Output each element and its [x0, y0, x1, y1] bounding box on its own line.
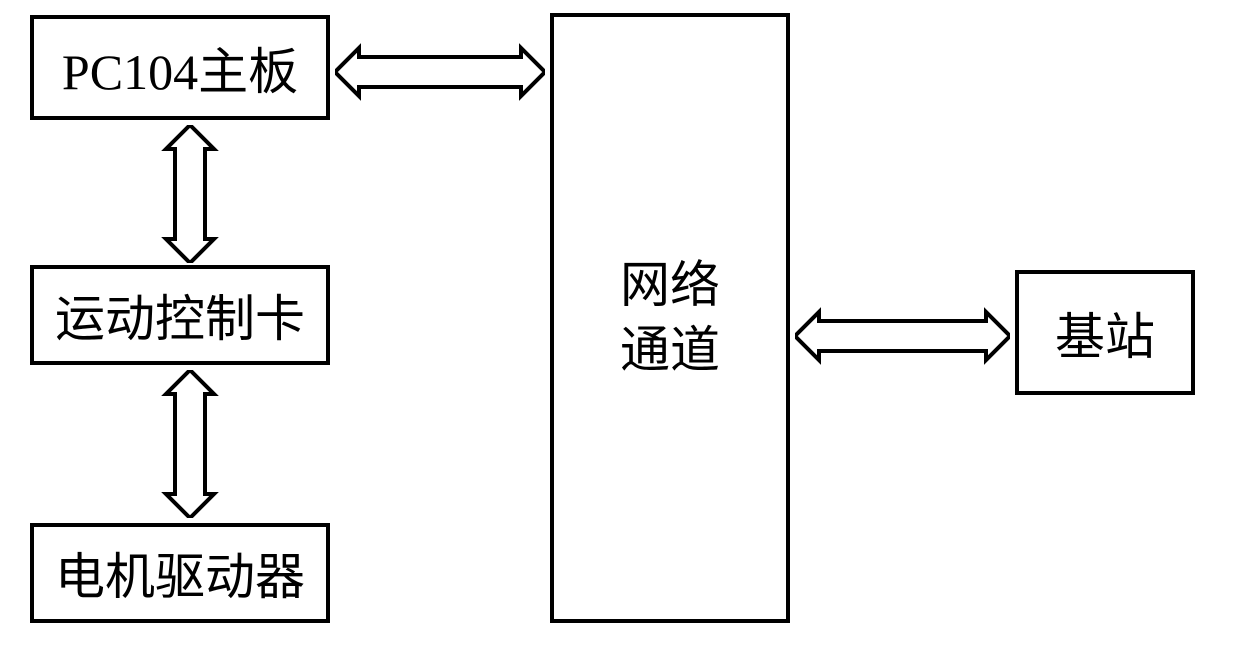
motion-ctrl-label: 运动控制卡 [55, 279, 305, 351]
arrow-pc104-motionctrl [160, 125, 220, 263]
net-channel-label-2: 通道 [620, 318, 720, 383]
net-channel-box: 网络 通道 [550, 13, 790, 623]
arrow-pc104-netchannel [335, 42, 545, 102]
base-station-label: 基站 [1055, 297, 1155, 369]
pc104-label: PC104主板 [62, 32, 298, 104]
arrow-motionctrl-motordriver [160, 370, 220, 518]
motion-ctrl-box: 运动控制卡 [30, 265, 330, 365]
arrow-netchannel-basestation [795, 306, 1010, 366]
motor-driver-box: 电机驱动器 [30, 523, 330, 623]
net-channel-label-1: 网络 [620, 253, 720, 318]
base-station-box: 基站 [1015, 270, 1195, 395]
motor-driver-label: 电机驱动器 [55, 537, 305, 609]
pc104-box: PC104主板 [30, 15, 330, 120]
